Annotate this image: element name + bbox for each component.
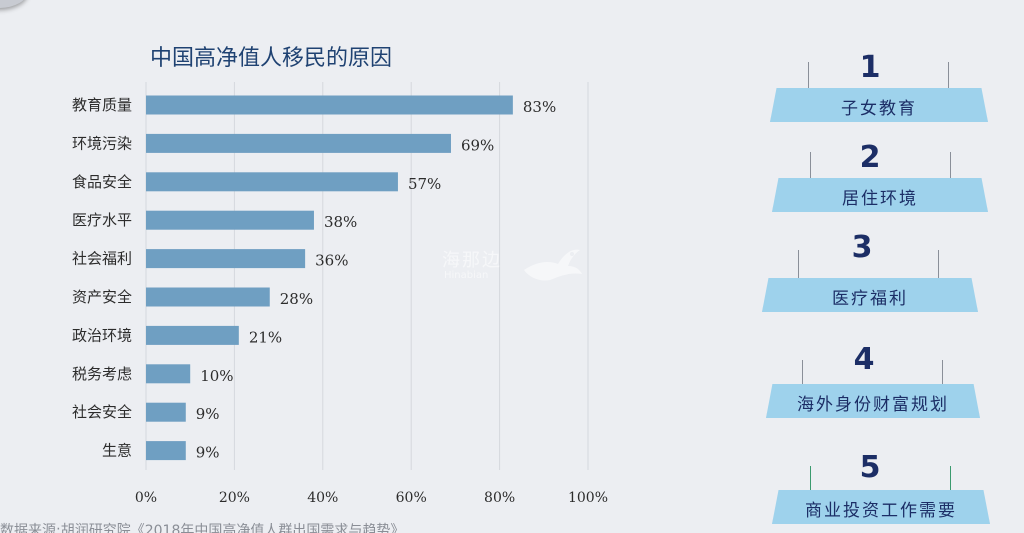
bar: [146, 133, 451, 153]
rank-connector-right: [950, 466, 951, 498]
rank-label: 医疗福利: [832, 289, 908, 309]
watermark-name-en: Hinabian: [444, 270, 489, 281]
bar: [146, 402, 186, 422]
rank-label: 商业投资工作需要: [805, 501, 957, 521]
watermark-name: 海那边: [442, 250, 502, 271]
bar: [146, 441, 186, 461]
rank-band: 子女教育: [770, 88, 988, 122]
category-label: 医疗水平: [72, 211, 132, 229]
value-label: 83%: [523, 98, 556, 116]
rank-number: 2: [859, 140, 881, 175]
category-label: 社会安全: [72, 403, 132, 421]
x-tick-label: 60%: [396, 490, 427, 506]
bar: [146, 249, 306, 269]
rank-connector-left: [802, 360, 803, 392]
rank-item-4: 4 海外身份财富规划: [760, 342, 1000, 422]
labels: 0% 20% 40% 60% 80% 100% 教育质量 83% 环境污染 69% 食品安全 57% 医…: [72, 96, 608, 506]
rank-connector-left: [808, 62, 809, 94]
x-tick-label: 20%: [219, 490, 250, 506]
bars: [146, 95, 513, 461]
source-note: 数据来源:胡润研究院《2018年中国高净值人群出国需求与趋势》: [0, 523, 405, 533]
ranking-panel: 1 子女教育 2 居住环境 3 医疗福利 4: [760, 50, 1000, 533]
category-label: 教育质量: [72, 96, 132, 114]
rank-connector-right: [938, 250, 939, 282]
rank-band: 居住环境: [772, 178, 988, 212]
bar: [146, 172, 398, 192]
x-tick-label: 40%: [307, 490, 338, 506]
category-label: 食品安全: [72, 173, 132, 191]
rank-connector-left: [810, 152, 811, 184]
rank-band: 商业投资工作需要: [772, 490, 990, 524]
value-label: 28%: [280, 290, 313, 308]
bar: [146, 95, 513, 115]
value-label: 10%: [200, 367, 233, 385]
value-label: 9%: [196, 405, 220, 423]
rank-item-5: 5 商业投资工作需要: [760, 450, 1000, 530]
rank-label: 子女教育: [841, 99, 917, 119]
rank-connector-left: [798, 250, 799, 282]
rank-item-2: 2 居住环境: [760, 140, 1000, 220]
rank-number: 3: [851, 230, 873, 265]
category-label: 税务考虑: [72, 365, 132, 383]
rank-connector-left: [810, 466, 811, 498]
category-label: 社会福利: [72, 250, 132, 268]
value-label: 57%: [408, 175, 441, 193]
value-label: 69%: [461, 136, 494, 154]
rank-number: 4: [853, 342, 875, 377]
rank-connector-right: [950, 152, 951, 184]
rank-band: 海外身份财富规划: [766, 384, 980, 418]
chart-title: 中国高净值人移民的原因: [150, 46, 393, 71]
x-tick-label: 0%: [135, 490, 157, 506]
bar-chart: 0% 20% 40% 60% 80% 100% 教育质量 83% 环境污染 69% 食品安全 57% 医…: [72, 82, 608, 506]
category-label: 资产安全: [72, 288, 132, 306]
rank-band: 医疗福利: [762, 278, 978, 312]
category-label: 生意: [102, 442, 132, 460]
bird-logo-icon: [524, 249, 582, 281]
rank-connector-right: [942, 360, 943, 392]
rank-item-1: 1 子女教育: [760, 50, 1000, 130]
rank-number: 5: [859, 450, 881, 485]
rank-number: 1: [859, 50, 881, 85]
rank-item-3: 3 医疗福利: [760, 230, 1000, 312]
bar: [146, 210, 314, 230]
watermark: 海那边 Hinabian: [438, 238, 588, 288]
value-label: 21%: [249, 328, 282, 346]
category-label: 政治环境: [72, 326, 132, 344]
value-label: 38%: [324, 213, 357, 231]
bar: [146, 364, 191, 384]
category-label: 环境污染: [72, 134, 132, 152]
bar: [146, 287, 270, 307]
rank-connector-right: [948, 62, 949, 94]
x-tick-label: 100%: [568, 490, 608, 506]
value-label: 36%: [315, 252, 348, 270]
rank-label: 海外身份财富规划: [797, 395, 949, 415]
rank-label: 居住环境: [842, 189, 918, 209]
bar: [146, 325, 239, 345]
corner-decoration: [0, 0, 28, 8]
value-label: 9%: [196, 444, 220, 462]
x-tick-label: 80%: [484, 490, 515, 506]
